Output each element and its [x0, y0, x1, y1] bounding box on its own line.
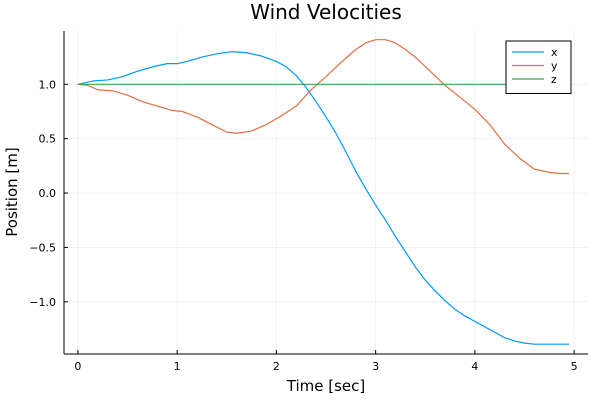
y-tick-label: 1.0	[39, 78, 57, 91]
tick-labels: 0 1 2 3 4 5 −1.0 −0.5 0.0 0.5 1.0	[29, 78, 577, 373]
y-tick-label: 0.0	[39, 187, 57, 200]
x-tick-label: 0	[74, 360, 81, 373]
series-line-y	[77, 39, 570, 175]
axes	[63, 31, 588, 355]
y-axis-title: Position [m]	[3, 147, 21, 237]
legend-box	[505, 40, 572, 94]
series-line-x	[77, 51, 570, 345]
x-axis-title: Time [sec]	[286, 377, 365, 395]
x-tick-label: 3	[372, 360, 379, 373]
y-tick-label: −0.5	[29, 241, 56, 254]
series-lines	[77, 39, 570, 345]
y-tick-label: −1.0	[29, 296, 56, 309]
x-tick-label: 5	[571, 360, 578, 373]
legend-label-z: z	[551, 73, 557, 86]
x-tick-label: 1	[174, 360, 181, 373]
x-tick-label: 4	[471, 360, 478, 373]
chart-title: Wind Velocities	[250, 0, 402, 24]
y-tick-label: 0.5	[39, 133, 57, 146]
legend-label-y: y	[551, 60, 558, 73]
legend-label-x: x	[551, 46, 558, 59]
legend: xyz	[505, 40, 572, 94]
x-tick-label: 2	[273, 360, 280, 373]
